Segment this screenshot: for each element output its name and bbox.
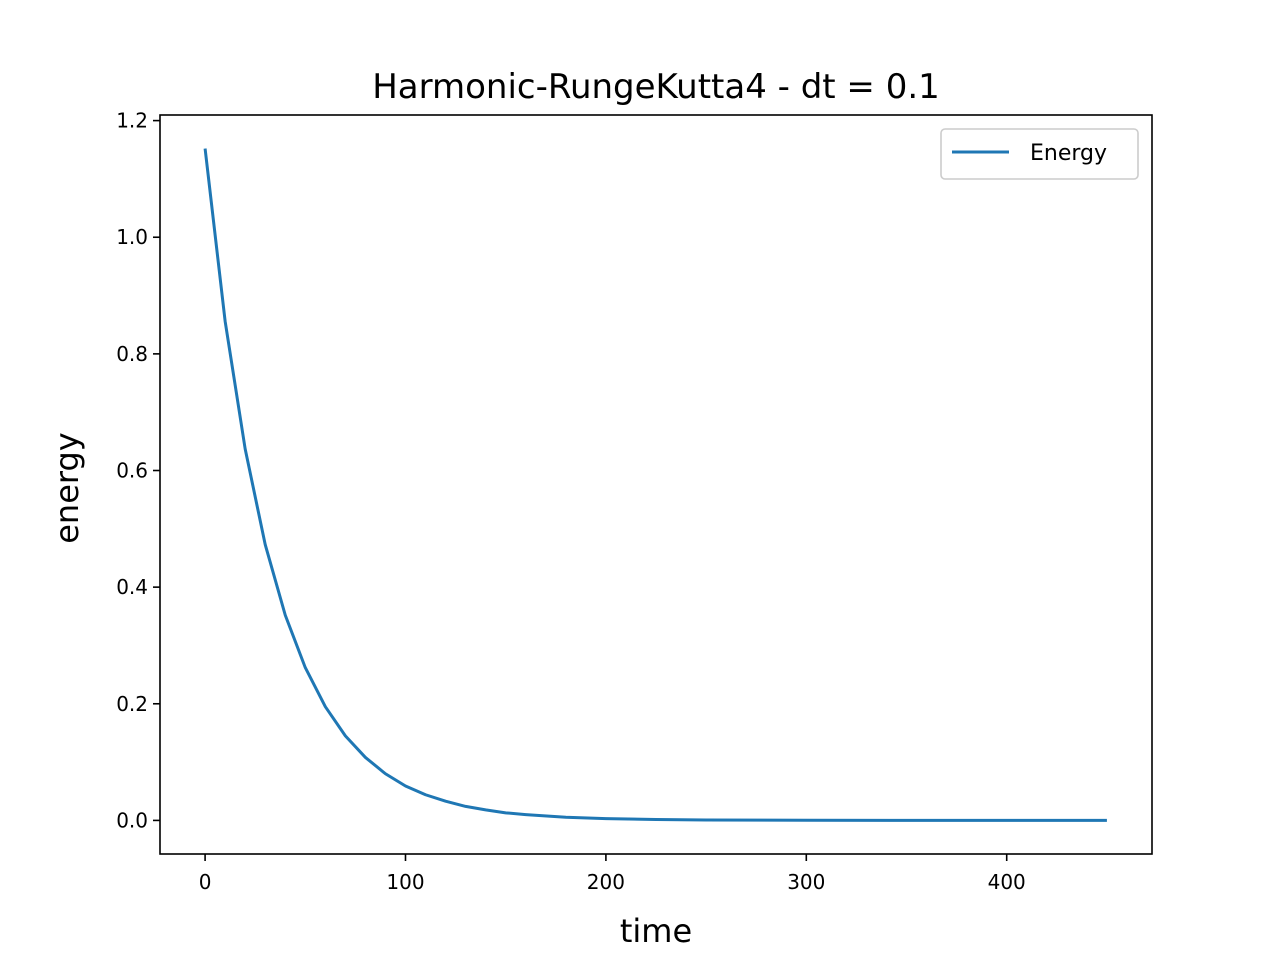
- x-tick-label: 0: [199, 870, 212, 894]
- y-tick-label: 0.6: [116, 459, 148, 483]
- y-tick-label: 1.0: [116, 225, 148, 249]
- legend: Energy: [940, 128, 1139, 180]
- chart-title: Harmonic-RungeKutta4 - dt = 0.1: [372, 67, 940, 107]
- x-axis-title: time: [620, 912, 692, 950]
- series-line-0: [203, 148, 1107, 822]
- y-axis-title: energy: [48, 432, 86, 544]
- y-tick-label: 0.0: [116, 808, 148, 832]
- y-tick-label: 0.2: [116, 692, 148, 716]
- x-tick-label: 200: [587, 870, 625, 894]
- x-tick-label: 100: [386, 870, 424, 894]
- legend-box: [940, 128, 1139, 180]
- x-tick-label: 300: [787, 870, 825, 894]
- y-tick-label: 0.8: [116, 342, 148, 366]
- plot-area: 0 100 200 300 400 0.0 0.2 0.4 0.6 0.8 1.0 1.2 Energy: [116, 109, 1153, 894]
- legend-label: Energy: [1030, 141, 1107, 166]
- x-tick-label: 400: [988, 870, 1026, 894]
- y-tick-label: 1.2: [116, 109, 148, 133]
- axes-frame: [159, 114, 1153, 855]
- y-tick-label: 0.4: [116, 575, 148, 599]
